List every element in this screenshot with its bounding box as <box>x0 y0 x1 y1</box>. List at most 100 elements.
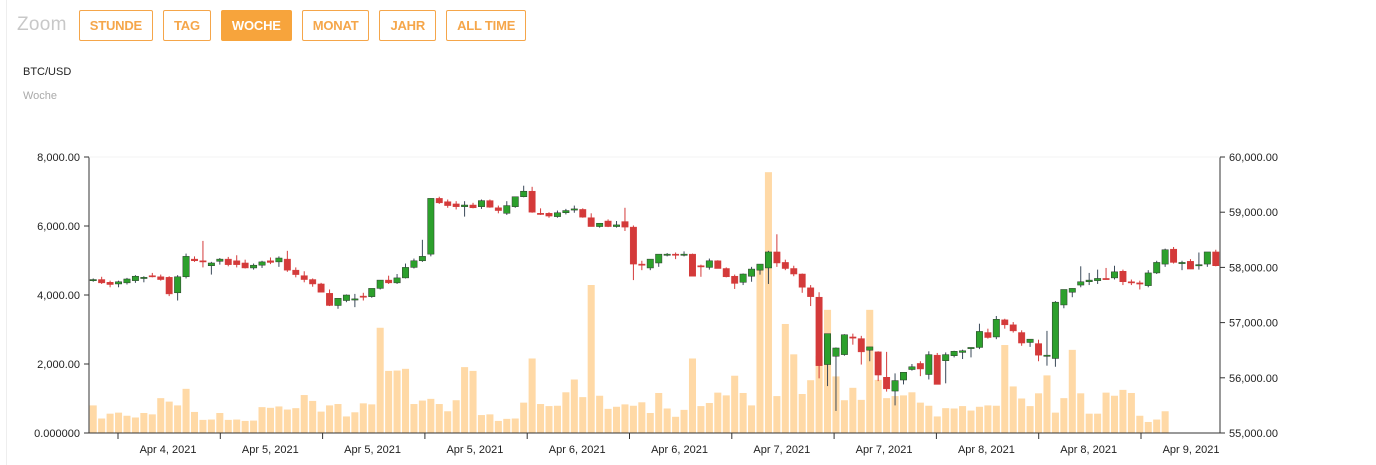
volume-bar <box>1153 419 1161 433</box>
x-tick-label: Apr 8, 2021 <box>958 444 1015 456</box>
candle-up <box>1178 262 1186 264</box>
volume-bar <box>292 408 300 433</box>
chart-subtitle: Woche <box>23 90 58 102</box>
volume-bar <box>950 408 958 433</box>
volume-bar <box>731 375 739 433</box>
candle-up <box>1026 338 1034 343</box>
candle-up <box>967 347 975 349</box>
zoom-button-woche[interactable]: WOCHE <box>220 9 292 41</box>
y-left-tick-label: 0.000000 <box>34 428 80 440</box>
x-tick-label: Apr 5, 2021 <box>446 444 503 456</box>
volume-bar <box>326 405 334 433</box>
volume-bar <box>1026 406 1034 433</box>
volume-bar <box>1085 413 1093 433</box>
y-left-tick-label: 6,000.00 <box>37 221 80 233</box>
volume-bar <box>722 395 730 433</box>
volume-bar <box>1051 412 1059 433</box>
candle-up <box>975 331 983 348</box>
volume-bar <box>1001 345 1009 433</box>
candle-up <box>832 347 840 357</box>
volume-bar <box>250 420 258 433</box>
candle-up <box>748 268 756 277</box>
y-left-tick-label: 2,000.00 <box>37 359 80 371</box>
volume-bar <box>174 405 182 433</box>
volume-bar <box>115 412 123 433</box>
volume-bar <box>376 327 384 433</box>
volume-bar <box>334 404 342 433</box>
volume-bar <box>1119 389 1127 434</box>
candle-up <box>705 260 713 268</box>
candle-up <box>1153 262 1161 274</box>
candle-up <box>402 267 409 279</box>
zoom-button-all-time[interactable]: ALL TIME <box>446 9 527 41</box>
volume-bar <box>553 405 561 433</box>
volume-bar <box>764 172 772 433</box>
candle-up <box>1077 281 1085 286</box>
volume-bar <box>756 269 764 434</box>
volume-bar <box>148 414 156 433</box>
candle-down <box>148 275 156 278</box>
volume-bar <box>182 388 190 433</box>
volume-bar <box>98 418 106 433</box>
candle-up <box>478 200 485 207</box>
candle-down <box>494 207 502 211</box>
volume-bar <box>317 411 325 433</box>
volume-bar <box>899 395 908 433</box>
candle-down <box>697 265 705 268</box>
candle-up <box>646 258 654 269</box>
candle-down <box>469 204 477 209</box>
volume-bar <box>562 392 570 433</box>
volume-bar <box>140 412 148 433</box>
zoom-button-stunde[interactable]: STUNDE <box>78 9 154 41</box>
x-tick-label: Apr 6, 2021 <box>651 444 708 456</box>
candle-down <box>629 226 637 265</box>
volume-bar <box>992 405 1000 433</box>
y-left-tick-label: 4,000.00 <box>37 290 80 302</box>
candle-down <box>385 279 393 284</box>
candle-down <box>773 251 781 264</box>
chart-title: BTC/USD <box>23 66 72 78</box>
candle-down <box>165 277 173 295</box>
candle-up <box>410 260 418 268</box>
volume-bar <box>1161 411 1169 433</box>
candle-down <box>604 220 612 227</box>
candle-up <box>511 196 519 207</box>
volume-bar <box>688 358 696 433</box>
volume-bar <box>916 402 924 433</box>
candle-down <box>309 279 317 285</box>
volume-bar <box>933 416 941 433</box>
candle-up <box>368 288 376 297</box>
candle-down <box>798 273 806 288</box>
volume-bar <box>452 400 460 433</box>
candle-down <box>790 268 798 275</box>
volume-bar <box>604 408 612 433</box>
volume-bar <box>705 402 713 433</box>
volume-bar <box>807 380 815 433</box>
volume-bar <box>672 416 680 433</box>
candle-down <box>241 262 249 269</box>
volume-bar <box>646 412 654 433</box>
candle-down <box>1170 248 1178 263</box>
x-tick-label: Apr 7, 2021 <box>753 444 810 456</box>
candle-up <box>663 253 671 256</box>
candle-up <box>216 258 224 262</box>
zoom-button-jahr[interactable]: JAHR <box>379 9 437 41</box>
zoom-label: Zoom <box>17 14 67 35</box>
volume-bar <box>942 408 950 433</box>
candle-down <box>359 295 367 298</box>
candle-up <box>140 277 148 279</box>
zoom-button-tag[interactable]: TAG <box>163 9 211 41</box>
volume-bar <box>621 404 629 433</box>
volume-bar <box>874 379 882 433</box>
volume-bar <box>984 405 992 433</box>
candle-up <box>1203 251 1211 265</box>
candle-down <box>283 258 291 271</box>
y-right-tick-label: 56,000.00 <box>1229 373 1278 385</box>
x-tick-label: Apr 9, 2021 <box>1163 444 1220 456</box>
candle-up <box>764 251 772 269</box>
volume-bar <box>427 398 435 433</box>
volume-bar <box>233 419 241 433</box>
zoom-button-monat[interactable]: MONAT <box>301 9 370 41</box>
volume-bar <box>1110 395 1119 433</box>
